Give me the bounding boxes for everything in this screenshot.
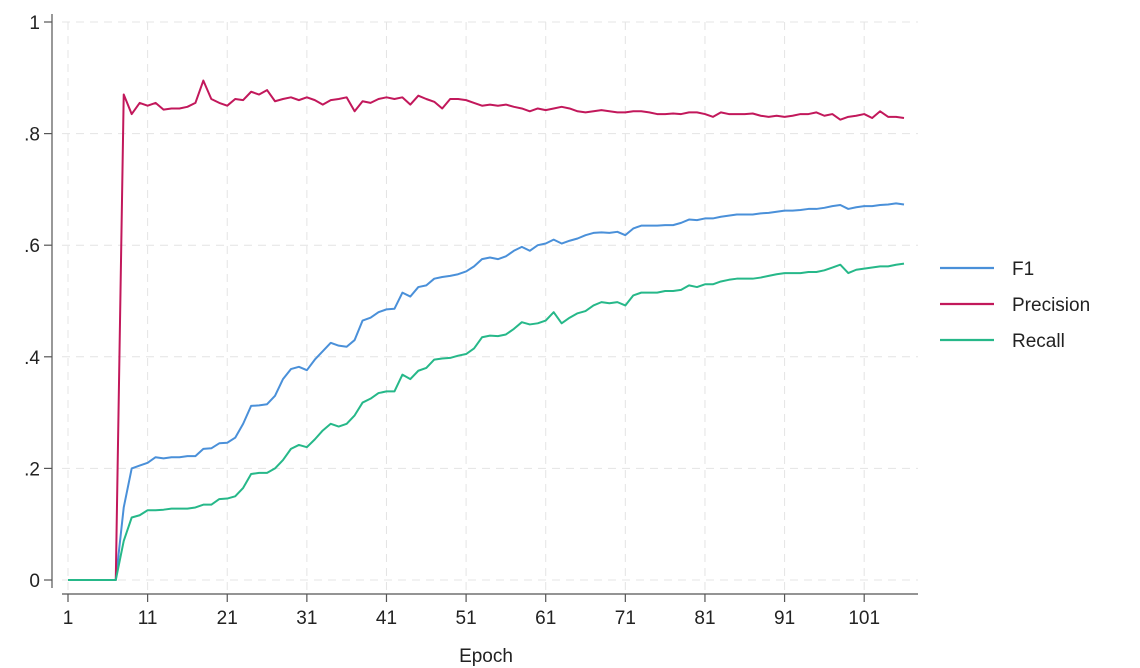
- x-tick-label: 21: [217, 608, 238, 629]
- x-tick-label: 41: [376, 608, 397, 629]
- grid: [62, 21, 918, 594]
- x-tick-label: 101: [848, 608, 880, 629]
- ticks: 0.2.4.6.811 11 21 31 41 51 61 71 81 91 101: [24, 13, 880, 629]
- x-tick-label: 61: [535, 608, 556, 629]
- x-tick-label: 11: [138, 608, 158, 629]
- legend-label: Precision: [1012, 295, 1090, 316]
- series-lines: [68, 79, 905, 581]
- series-line-precision: [68, 79, 905, 581]
- series-line-f1: [68, 202, 905, 581]
- legend-label: F1: [1012, 259, 1034, 280]
- y-tick-label: 0: [29, 571, 40, 592]
- x-axis-title: Epoch: [459, 646, 513, 667]
- axes: [51, 14, 918, 595]
- legend-label: Recall: [1012, 331, 1065, 352]
- y-tick-label: .2: [24, 459, 40, 480]
- y-tick-label: .8: [24, 125, 40, 146]
- x-tick-label: 71: [615, 608, 636, 629]
- x-tick-label: 81: [694, 608, 715, 629]
- x-tick-label: 31: [296, 608, 317, 629]
- x-tick-label: 91: [774, 608, 795, 629]
- y-tick-label: .4: [24, 348, 40, 369]
- x-tick-label: 51: [456, 608, 477, 629]
- series-line-recall: [68, 262, 905, 581]
- y-tick-label: 1: [29, 13, 40, 34]
- legend: F1 Precision Recall: [940, 259, 1090, 352]
- x-tick-label: 1: [63, 608, 74, 629]
- y-tick-label: .6: [24, 236, 40, 257]
